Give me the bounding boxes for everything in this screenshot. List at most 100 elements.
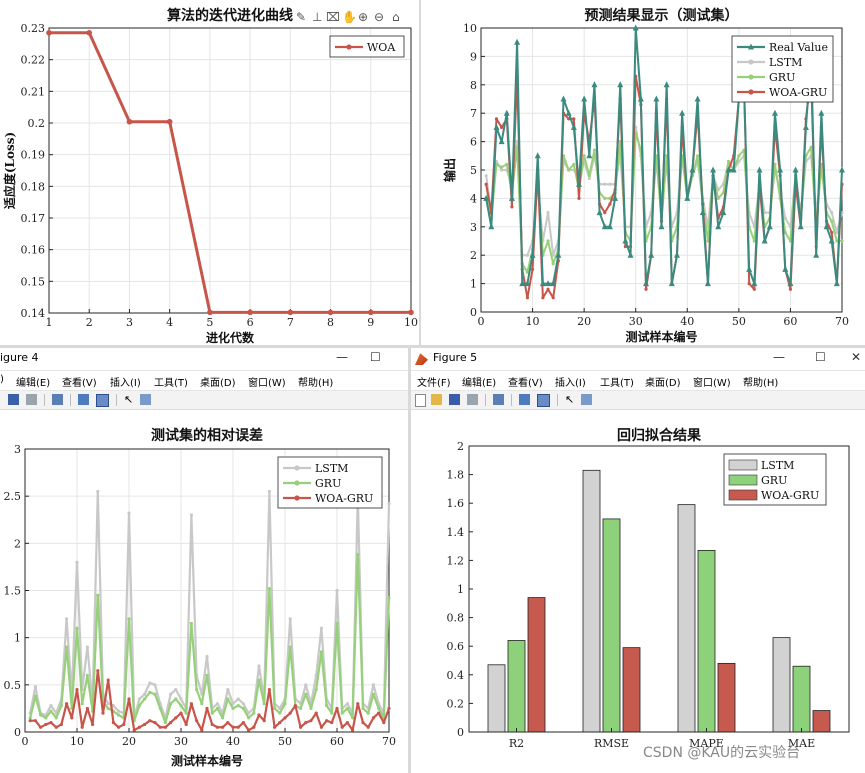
woa-gru-point	[319, 725, 323, 729]
close-button[interactable]: ✕	[851, 350, 862, 364]
x-axis-label: 测试样本编号	[171, 753, 243, 768]
property-editor-icon[interactable]	[581, 394, 592, 405]
zoom-out-icon[interactable]: ⊖	[374, 10, 385, 24]
relative-error-chart: 0 10 20 30 40 50 60 70 0 0.5 1 1.5 2 2.5 3 测试集的相对误差测试样本…	[4, 427, 397, 768]
gru-point	[737, 154, 741, 158]
gru-point	[330, 711, 334, 715]
legend-label: LSTM	[769, 56, 802, 69]
x-tick-label: 0	[478, 315, 485, 328]
pan-icon[interactable]: ✋	[342, 10, 357, 24]
woa-point	[126, 118, 133, 125]
gru-point	[830, 219, 834, 223]
menu-window[interactable]: 窗口(W)	[248, 378, 286, 389]
minimize-button[interactable]: —	[336, 350, 348, 364]
print-icon[interactable]	[26, 394, 37, 405]
real-value-point	[555, 251, 562, 258]
brush-icon[interactable]: ✎	[296, 10, 307, 24]
woa-gru-point	[278, 720, 282, 725]
save-icon[interactable]	[449, 394, 460, 405]
figure-4-toolbar: ↖	[0, 390, 408, 410]
menu-view[interactable]: 查看(V)	[508, 378, 543, 389]
open-icon[interactable]	[431, 394, 442, 405]
maximize-button[interactable]: ☐	[370, 350, 381, 364]
x-tick-label: 50	[278, 735, 292, 748]
gru-point	[377, 706, 381, 711]
real-value-line	[485, 27, 843, 285]
gru-point	[283, 702, 287, 706]
woa-gru-point	[603, 211, 607, 215]
gru-point	[546, 239, 550, 243]
woa-gru-point	[247, 728, 251, 732]
minimize-button[interactable]: —	[773, 350, 785, 364]
gru-point	[773, 162, 777, 166]
colorbar-icon[interactable]	[519, 394, 530, 405]
figure-5-titlebar[interactable]: Figure 5 — ☐ ✕	[411, 348, 865, 371]
lstm-point	[143, 692, 147, 696]
gru-point	[351, 716, 355, 720]
legend-icon[interactable]	[96, 394, 109, 407]
menu-window[interactable]: 窗口(W)	[693, 378, 731, 389]
woa-gru-point	[80, 725, 84, 729]
menu-help[interactable]: 帮助(H)	[298, 378, 334, 389]
bar-gru	[697, 549, 716, 733]
lstm-point	[241, 702, 245, 706]
zoom-in-icon[interactable]: ⊕	[358, 10, 369, 24]
menu-help[interactable]: 帮助(H)	[743, 378, 779, 389]
menu-view[interactable]: 查看(V)	[62, 378, 97, 389]
menu-edit[interactable]: 编辑(E)	[16, 378, 51, 389]
pointer-icon[interactable]: ↖	[124, 393, 134, 406]
real-value-point	[601, 223, 608, 230]
real-value-point	[771, 109, 778, 116]
real-value-point	[550, 280, 557, 287]
menu-insert[interactable]: 插入(I)	[110, 378, 141, 389]
menu-insert[interactable]: 插入(I)	[555, 378, 586, 389]
x-tick-label: 20	[122, 735, 136, 748]
legend-icon[interactable]	[537, 394, 550, 407]
menu-file[interactable]: 文件(F)	[417, 378, 451, 389]
woa-gru-point	[747, 282, 751, 286]
gru-point	[179, 703, 183, 708]
gru-point	[75, 626, 79, 630]
matlab-logo-icon	[415, 353, 428, 365]
menu-tools[interactable]: 工具(T)	[600, 378, 634, 389]
menu-edge[interactable]: )	[0, 374, 4, 385]
print-icon[interactable]	[467, 394, 478, 405]
real-value-point	[612, 194, 619, 201]
real-value-point	[658, 223, 665, 230]
woa-gru-point	[91, 722, 95, 727]
iteration-figure: 1 2 3 4 5 6 7 8 9 10 0.14 0.15 0.16 0.17 0.18 0.19 0.2 0.…	[0, 0, 420, 345]
y-tick-label: 1.4	[447, 526, 465, 539]
gru-point	[247, 716, 251, 720]
gru-point	[143, 697, 147, 701]
link-plot-icon[interactable]	[52, 394, 63, 405]
maximize-button[interactable]: ☐	[815, 350, 826, 364]
link-plot-icon[interactable]	[493, 394, 504, 405]
x-tick-label: 7	[287, 316, 294, 329]
lstm-point	[65, 617, 69, 621]
real-value-point	[833, 280, 840, 287]
property-editor-icon[interactable]	[140, 394, 151, 405]
menu-desktop[interactable]: 桌面(D)	[200, 378, 236, 389]
menu-edit[interactable]: 编辑(E)	[462, 378, 497, 389]
x-tick-label: 30	[629, 315, 643, 328]
x-tick-label: MAPE	[689, 737, 724, 750]
gru-point	[345, 706, 349, 711]
y-tick-label: 0.15	[21, 275, 46, 288]
pointer-icon[interactable]: ↖	[565, 393, 575, 406]
gru-point	[39, 713, 43, 717]
home-icon[interactable]: ⌂	[392, 10, 400, 24]
new-figure-icon[interactable]	[415, 394, 426, 407]
real-value-point	[756, 166, 763, 173]
figure-4-titlebar[interactable]: igure 4 — ☐	[0, 348, 408, 371]
menu-desktop[interactable]: 桌面(D)	[645, 378, 681, 389]
real-value-point	[715, 223, 722, 230]
x-axis-label: 测试样本编号	[625, 329, 697, 344]
toolbar-separator	[557, 394, 558, 406]
colorbar-icon[interactable]	[78, 394, 89, 405]
datatip-icon[interactable]: ⊥	[312, 10, 323, 24]
woa-gru-point	[330, 720, 334, 725]
save-icon[interactable]	[8, 394, 19, 405]
data-cursor-icon[interactable]: ⌧	[326, 10, 340, 24]
menu-tools[interactable]: 工具(T)	[154, 378, 188, 389]
gru-point	[366, 711, 370, 715]
